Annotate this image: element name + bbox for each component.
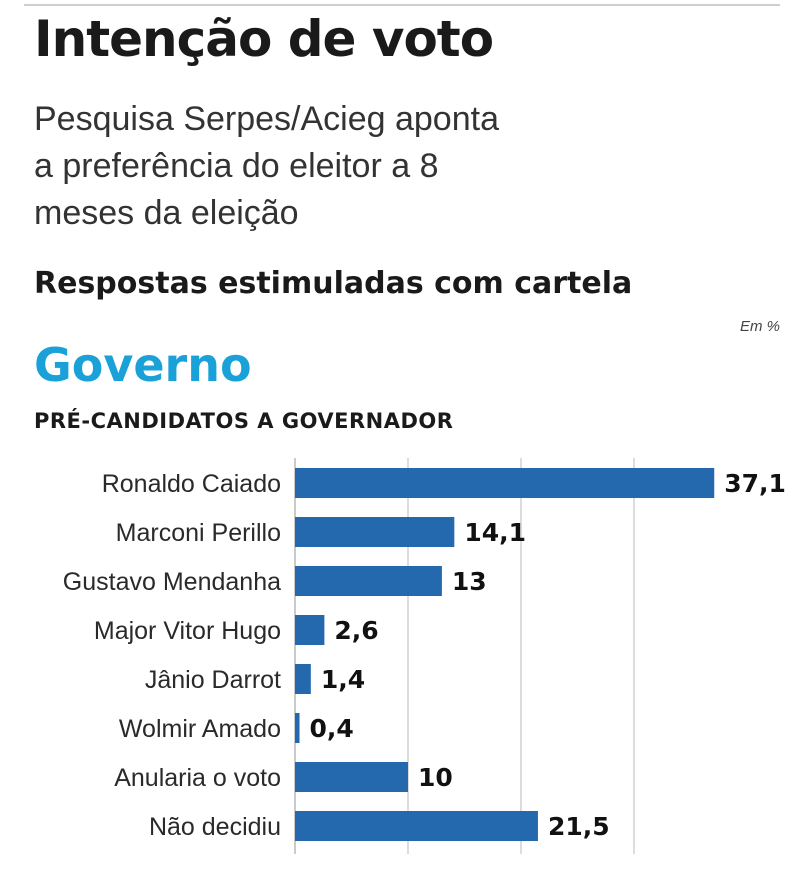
bar: [295, 615, 325, 645]
value-label: 2,6: [334, 616, 378, 645]
page-title: Intenção de voto: [34, 10, 494, 68]
bar: [295, 713, 300, 743]
bar: [295, 517, 455, 547]
value-label: 0,4: [310, 714, 354, 743]
category-label: Ronaldo Caiado: [102, 470, 281, 498]
value-label: 21,5: [548, 812, 610, 841]
value-label: 37,1: [724, 469, 786, 498]
bar-chart: Ronaldo Caiado 37,1 Marconi Perillo 14,1 Gus…: [63, 458, 786, 854]
bar: [295, 762, 408, 792]
bar: [295, 664, 311, 694]
value-label: 14,1: [464, 518, 526, 547]
bar: [295, 566, 442, 596]
category-label: Jânio Darrot: [145, 666, 281, 694]
section-title: Respostas estimuladas com cartela: [34, 266, 633, 301]
chart-heading: Governo: [34, 338, 252, 392]
bar: [295, 468, 715, 498]
subtitle: Pesquisa Serpes/Acieg aponta a preferênc…: [34, 100, 499, 232]
chart-subheading: PRÉ-CANDIDATOS A GOVERNADOR: [34, 409, 454, 433]
category-label: Marconi Perillo: [116, 519, 281, 547]
value-label: 10: [418, 763, 453, 792]
value-label: 13: [452, 567, 487, 596]
value-label: 1,4: [321, 665, 365, 694]
category-label: Gustavo Mendanha: [63, 568, 281, 596]
category-label: Major Vitor Hugo: [94, 617, 281, 645]
top-rule: [24, 4, 780, 6]
category-label: Não decidiu: [149, 813, 281, 841]
bar: [295, 811, 538, 841]
category-label: Wolmir Amado: [119, 715, 281, 743]
category-label: Anularia o voto: [114, 764, 281, 792]
unit-label: Em %: [739, 318, 780, 335]
